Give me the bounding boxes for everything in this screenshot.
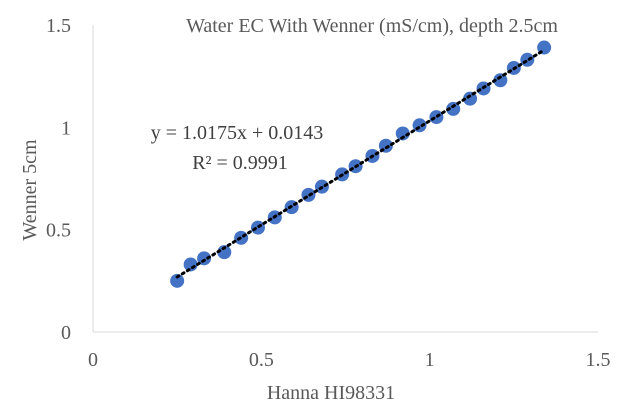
chart-title: Water EC With Wenner (mS/cm), depth 2.5c…: [186, 15, 558, 37]
data-point: [197, 251, 212, 266]
y-tick-label: 0.5: [46, 220, 71, 242]
x-tick-label: 1: [425, 349, 435, 371]
data-point: [217, 245, 232, 260]
data-point: [520, 52, 535, 67]
r-squared-label: R² = 0.9991: [192, 152, 288, 174]
data-point: [183, 257, 198, 272]
x-tick-label: 0: [88, 349, 98, 371]
data-point: [395, 126, 410, 141]
y-tick-label: 0: [61, 322, 71, 344]
trendline: [175, 48, 546, 279]
y-axis-title: Wenner 5cm: [19, 139, 41, 241]
x-tick-label: 1.5: [586, 349, 611, 371]
trendline-equation: y = 1.0175x + 0.0143: [151, 122, 324, 144]
trendline-group: [175, 48, 546, 279]
y-tick-label: 1: [61, 117, 71, 139]
data-point: [493, 73, 508, 88]
y-tick-label: 1.5: [46, 15, 71, 37]
data-point: [170, 273, 185, 288]
x-tick-label: 0.5: [249, 349, 274, 371]
x-axis-title: Hanna HI98331: [267, 382, 395, 404]
x-tick-labels: 0 0.5 1 1.5: [88, 349, 611, 371]
data-point: [446, 101, 461, 116]
y-tick-labels: 0 0.5 1 1.5: [46, 15, 71, 344]
